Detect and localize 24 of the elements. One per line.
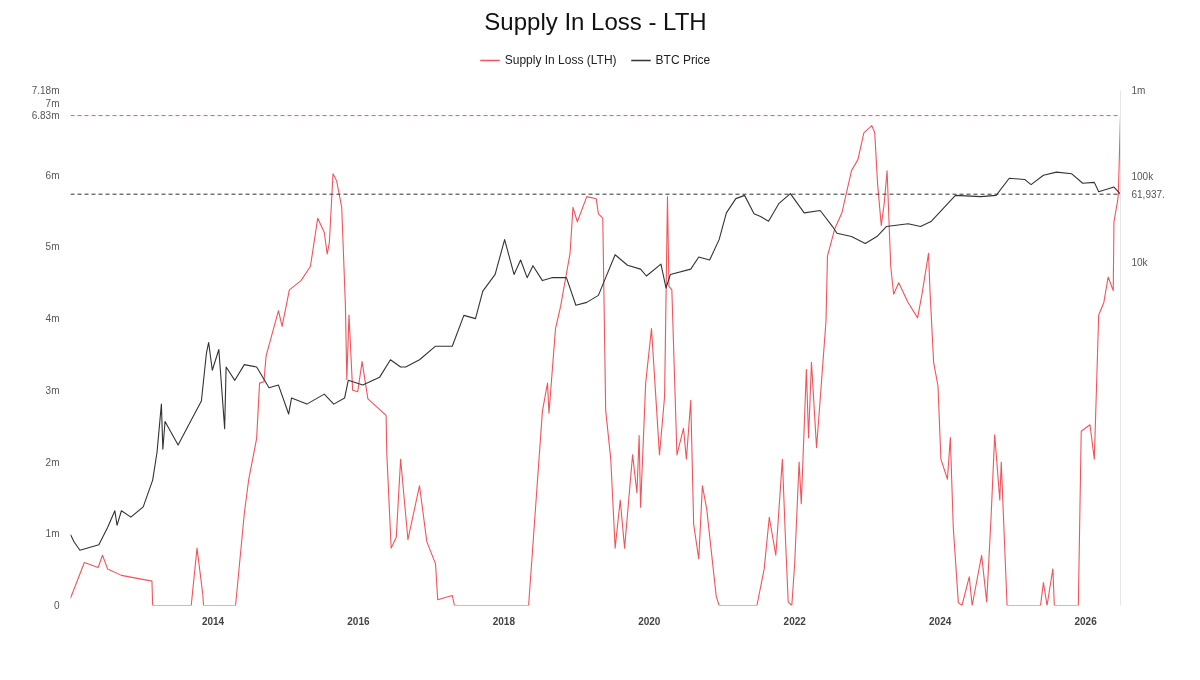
x-tick-label: 2016 xyxy=(347,615,371,627)
y2-tick-label: 100k xyxy=(1131,170,1155,182)
y-tick-label: 5m xyxy=(45,241,60,253)
y-tick-label: 0 xyxy=(53,600,60,611)
y-tick-label: 3m xyxy=(45,384,60,396)
legend-label: Supply In Loss (LTH) xyxy=(504,52,617,67)
chart-title: Supply In Loss - LTH xyxy=(484,7,707,35)
x-tick-label: 2014 xyxy=(201,615,225,627)
x-tick-label: 2026 xyxy=(1074,615,1098,627)
x-tick-label: 2018 xyxy=(492,615,516,627)
y-tick-label: 6m xyxy=(45,169,60,181)
y2-tick-label: 1m xyxy=(1131,85,1146,96)
y-tick-label: 7m xyxy=(45,97,60,109)
ref-line-label: 61,937. xyxy=(1131,188,1165,200)
y-tick-label: 4m xyxy=(45,313,60,325)
y-tick-label: 2m xyxy=(45,456,60,468)
y-tick-label: 1m xyxy=(45,528,60,540)
ref-line-label: 6.83m xyxy=(31,110,60,122)
y-tick-label: 7.18m xyxy=(31,85,60,96)
y2-tick-label: 10k xyxy=(1131,256,1149,268)
legend-label: BTC Price xyxy=(655,52,711,67)
x-tick-label: 2022 xyxy=(783,615,807,627)
x-tick-label: 2024 xyxy=(929,615,952,627)
x-tick-label: 2020 xyxy=(638,615,661,627)
